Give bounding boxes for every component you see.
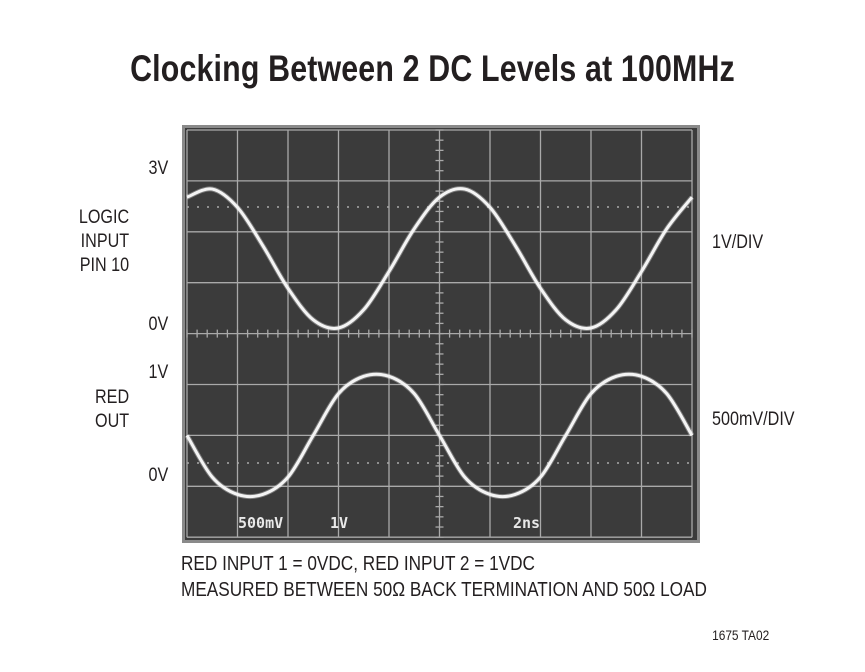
traces: [184, 186, 695, 500]
note-inputs: RED INPUT 1 = 0VDC, RED INPUT 2 = 1VDC: [181, 553, 535, 575]
label-line: PIN 10: [79, 255, 129, 276]
label-line: RED: [94, 387, 129, 408]
red-out-label: RED OUT: [95, 386, 129, 434]
top-scale-label: 1V/DIV: [712, 232, 764, 253]
bottom-scale-label: 500mV/DIV: [712, 409, 795, 430]
bottom-1v-label: 1V: [148, 362, 168, 383]
note-measurement: MEASURED BETWEEN 50Ω BACK TERMINATION AN…: [181, 579, 707, 601]
label-line: INPUT: [80, 231, 129, 252]
top-0v-label: 0V: [148, 314, 168, 335]
readout-ch-bottom: 500mV: [238, 514, 283, 532]
chart-title: Clocking Between 2 DC Levels at 100MHz: [130, 48, 735, 89]
logic-input-label: LOGIC INPUT PIN 10: [79, 206, 129, 278]
readout-timebase: 2ns: [513, 514, 540, 532]
label-line: LOGIC: [78, 207, 129, 228]
readout-ch-top: 1V: [330, 514, 348, 532]
figure-id: 1675 TA02: [711, 627, 769, 643]
label-line: OUT: [94, 411, 129, 432]
top-3v-label: 3V: [148, 158, 168, 179]
bottom-0v-label: 0V: [148, 465, 168, 486]
